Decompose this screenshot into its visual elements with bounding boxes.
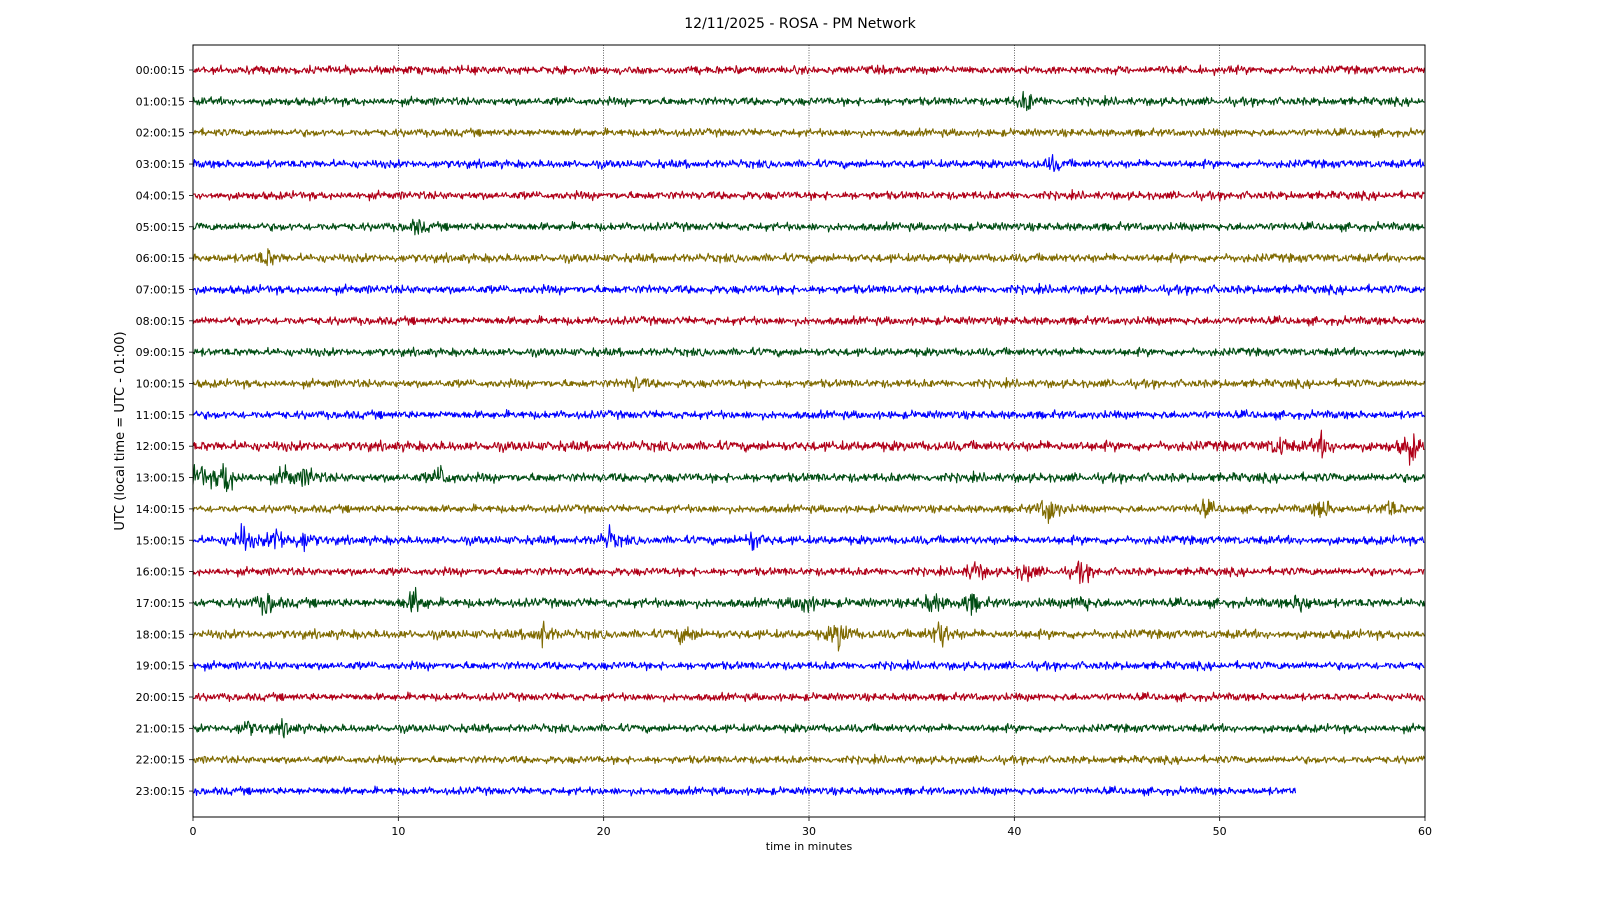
trace-20-00-15 — [192, 691, 1425, 703]
trace-07-00-15 — [192, 282, 1425, 297]
trace-23-00-15 — [192, 785, 1297, 797]
y-tick-label: 05:00:15 — [136, 221, 185, 234]
y-tick-label: 16:00:15 — [136, 566, 185, 579]
trace-19-00-15 — [192, 659, 1425, 672]
y-tick-label: 04:00:15 — [136, 189, 185, 202]
trace-02-00-15 — [192, 127, 1425, 139]
y-tick-label: 13:00:15 — [136, 472, 185, 485]
y-tick-label: 10:00:15 — [136, 378, 185, 391]
trace-00-00-15 — [192, 64, 1425, 77]
traces — [192, 64, 1425, 797]
y-tick-label: 01:00:15 — [136, 95, 185, 108]
trace-01-00-15 — [192, 90, 1425, 112]
trace-15-00-15 — [192, 523, 1425, 553]
y-tick-label: 23:00:15 — [136, 785, 185, 798]
trace-12-00-15 — [192, 429, 1425, 466]
trace-13-00-15 — [192, 462, 1425, 493]
x-tick-label: 30 — [802, 825, 816, 838]
y-tick-label: 06:00:15 — [136, 252, 185, 265]
trace-16-00-15 — [192, 560, 1425, 585]
y-tick-label: 09:00:15 — [136, 346, 185, 359]
y-tick-label: 00:00:15 — [136, 64, 185, 77]
x-tick-label: 10 — [391, 825, 405, 838]
y-tick-label: 20:00:15 — [136, 691, 185, 704]
y-tick-label: 17:00:15 — [136, 597, 185, 610]
y-tick-label: 22:00:15 — [136, 754, 185, 767]
y-tick-label: 21:00:15 — [136, 722, 185, 735]
x-tick-label: 60 — [1418, 825, 1432, 838]
trace-05-00-15 — [192, 218, 1425, 236]
y-tick-label: 15:00:15 — [136, 534, 185, 547]
trace-06-00-15 — [192, 248, 1425, 267]
y-tick-label: 02:00:15 — [136, 127, 185, 140]
chart-title: 12/11/2025 - ROSA - PM Network — [684, 16, 916, 32]
y-tick-label: 12:00:15 — [136, 440, 185, 453]
trace-22-00-15 — [192, 753, 1425, 766]
x-tick-label: 40 — [1007, 825, 1021, 838]
grid-lines — [398, 45, 1220, 817]
x-axis-label: time in minutes — [766, 840, 853, 853]
y-tick-label: 08:00:15 — [136, 315, 185, 328]
y-axis-label: UTC (local time = UTC - 01:00) — [113, 331, 128, 530]
trace-03-00-15 — [192, 154, 1425, 173]
trace-09-00-15 — [192, 346, 1425, 358]
trace-14-00-15 — [192, 498, 1425, 525]
x-tick-labels: 0 10 20 30 40 50 60 — [190, 817, 1432, 838]
trace-21-00-15 — [192, 717, 1425, 739]
y-tick-label: 19:00:15 — [136, 660, 185, 673]
trace-18-00-15 — [192, 620, 1425, 652]
trace-08-00-15 — [192, 314, 1425, 327]
trace-17-00-15 — [192, 586, 1425, 616]
trace-10-00-15 — [192, 376, 1425, 392]
x-tick-label: 50 — [1213, 825, 1227, 838]
y-tick-label: 07:00:15 — [136, 283, 185, 296]
y-tick-label: 18:00:15 — [136, 628, 185, 641]
trace-11-00-15 — [192, 409, 1425, 421]
y-tick-label: 11:00:15 — [136, 409, 185, 422]
y-tick-label: 03:00:15 — [136, 158, 185, 171]
x-tick-label: 20 — [597, 825, 611, 838]
y-tick-label: 14:00:15 — [136, 503, 185, 516]
x-tick-label: 0 — [190, 825, 197, 838]
trace-04-00-15 — [192, 189, 1425, 202]
y-tick-labels: 00:00:15 01:00:15 02:00:15 03:00:15 04:00:15… — [136, 64, 193, 798]
